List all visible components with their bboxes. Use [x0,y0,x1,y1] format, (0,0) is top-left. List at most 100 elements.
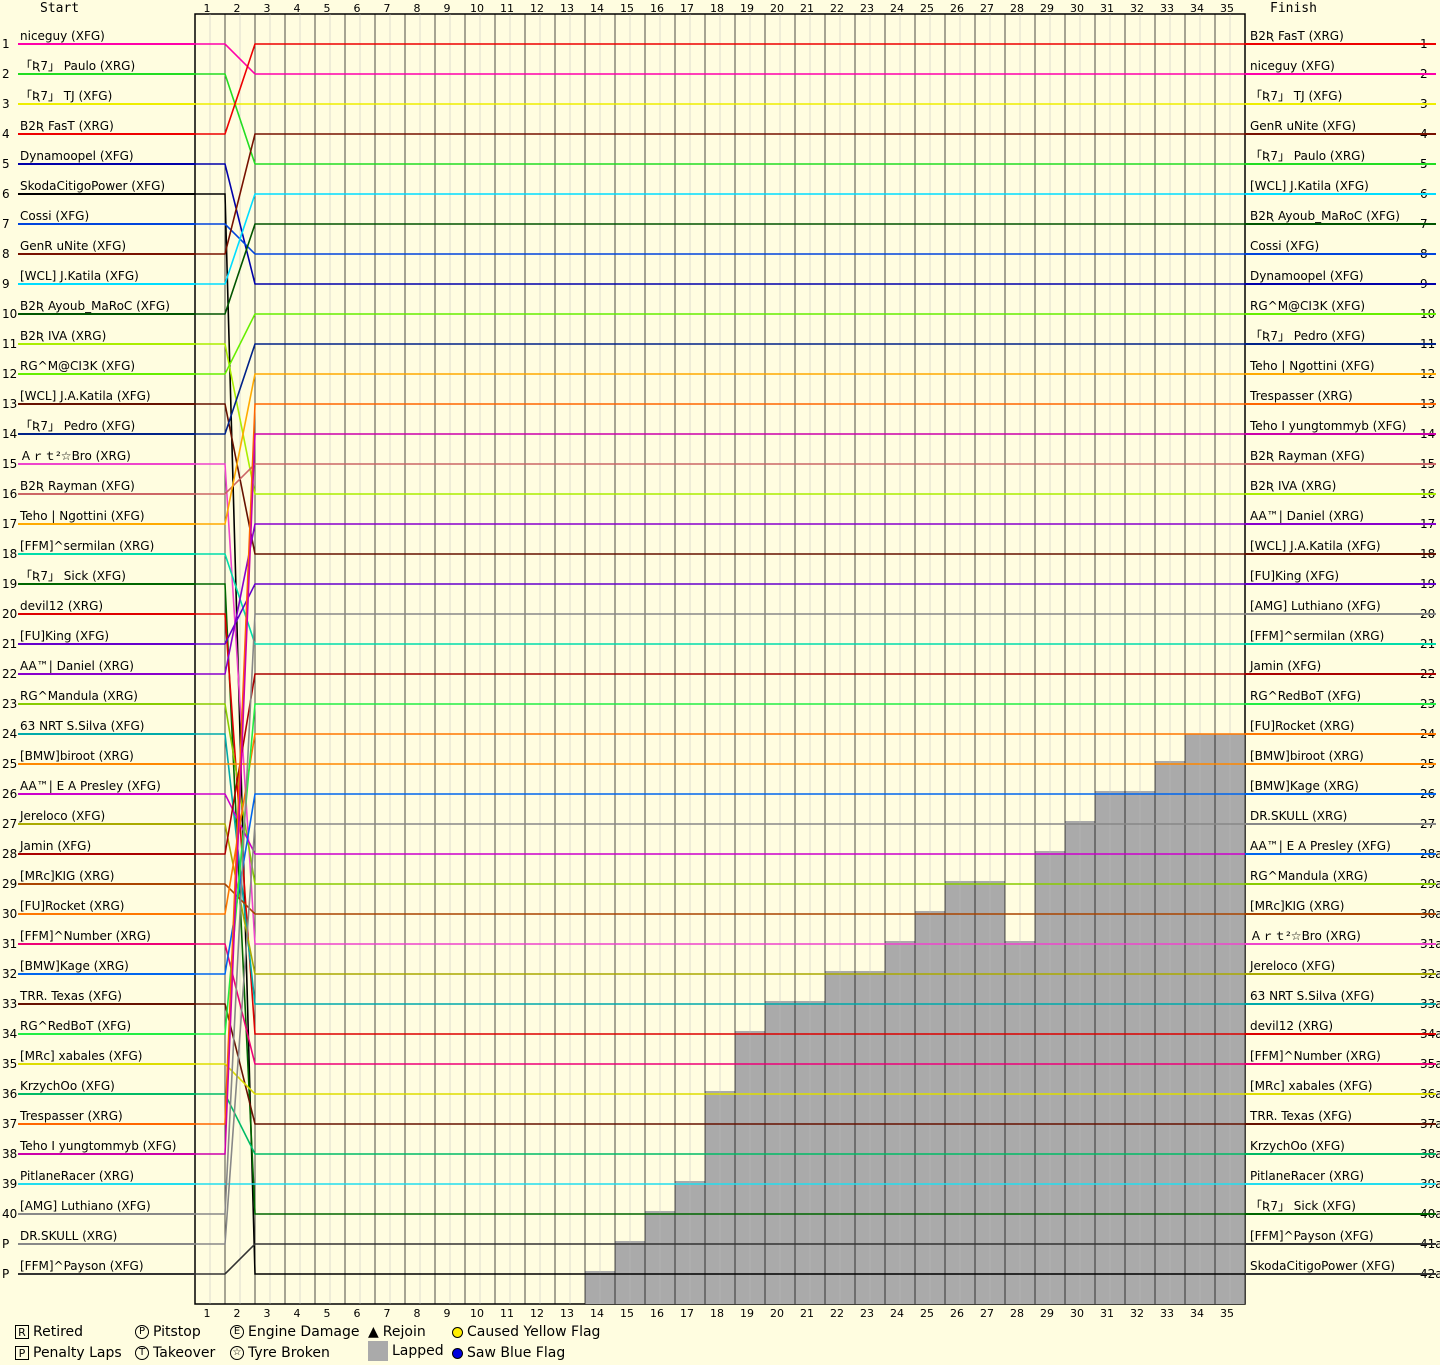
position-label-left: 9 [2,277,10,291]
legend-yellow: Caused Yellow Flag [452,1324,600,1340]
lap-label-top: 7 [384,2,391,15]
finish-driver-name: Cossi (XFG) [1250,239,1319,253]
driver-trace [195,313,1245,375]
finish-header: Finish [1270,1,1317,16]
start-driver-name: KrzychOo (XFG) [20,1079,115,1093]
start-driver-name: Ａｒｔ²☆Bro (XRG) [20,449,131,463]
lap-label-bottom: 8 [414,1307,421,1320]
lap-label-bottom: 20 [770,1307,784,1320]
lap-label-bottom: 32 [1130,1307,1144,1320]
start-driver-name: AA™| Daniel (XRG) [20,659,134,673]
start-driver-name: Teho I yungtommyb (XFG) [19,1139,176,1153]
driver-trace [195,703,1245,1035]
lap-label-bottom: 17 [680,1307,694,1320]
start-driver-name: 「Ʀ7」 Sick (XFG) [20,569,126,583]
lap-label-bottom: 33 [1160,1307,1174,1320]
legend-lapped: Lapped [368,1341,444,1361]
position-label-left: 22 [2,667,17,681]
lap-label-bottom: 9 [444,1307,451,1320]
position-label-left: 16 [2,487,17,501]
driver-trace [195,43,1245,135]
start-driver-name: [FU]King (XFG) [20,629,109,643]
lap-label-bottom: 27 [980,1307,994,1320]
pitstop-icon: P [135,1325,149,1339]
start-driver-name: [WCL] J.A.Katila (XFG) [20,389,151,403]
driver-trace [195,463,1245,945]
lap-label-top: 9 [444,2,451,15]
lap-label-bottom: 5 [324,1307,331,1320]
lap-label-top: 14 [590,2,604,15]
driver-trace [195,163,1245,285]
finish-driver-name: 「Ʀ7」 Paulo (XRG) [1250,149,1365,163]
driver-trace [195,133,1245,255]
takeover-icon: T [135,1346,149,1360]
legend-pitstop: P Pitstop [135,1324,201,1340]
position-label-left: 11 [2,337,17,351]
lap-label-top: 8 [414,2,421,15]
lap-label-top: 16 [650,2,664,15]
start-driver-name: [BMW]Kage (XRG) [20,959,129,973]
position-label-left: 37 [2,1117,17,1131]
start-driver-name: [FFM]^Number (XRG) [20,929,151,943]
start-driver-name: [FFM]^Payson (XFG) [20,1259,144,1273]
position-label-left: 13 [2,397,17,411]
lap-label-bottom: 23 [860,1307,874,1320]
lap-label-top: 6 [354,2,361,15]
legend-rejoin-label: Rejoin [382,1324,426,1340]
driver-trace [195,733,1245,915]
lap-label-bottom: 31 [1100,1307,1114,1320]
lap-label-top: 33 [1160,2,1174,15]
start-driver-name: Cossi (XFG) [20,209,89,223]
finish-driver-name: [BMW]biroot (XRG) [1250,749,1364,763]
finish-driver-name: Jereloco (XFG) [1249,959,1335,973]
lap-label-bottom: 25 [920,1307,934,1320]
lap-label-bottom: 35 [1220,1307,1234,1320]
start-driver-name: 「Ʀ7」 Paulo (XRG) [20,59,135,73]
finish-driver-name: 「Ʀ7」 Pedro (XFG) [1250,329,1365,343]
finish-driver-name: [WCL] J.Katila (XFG) [1250,179,1369,193]
lap-label-bottom: 14 [590,1307,604,1320]
start-driver-name: 「Ʀ7」 Pedro (XFG) [20,419,135,433]
driver-trace [195,463,1245,495]
position-label-left: 7 [2,217,10,231]
position-label-left: 35 [2,1057,17,1071]
finish-driver-name: RG^M@CI3K (XFG) [1250,299,1365,313]
start-driver-name: RG^RedBoT (XFG) [20,1019,131,1033]
lap-label-top: 34 [1190,2,1204,15]
lap-label-top: 22 [830,2,844,15]
start-driver-name: [FFM]^sermilan (XRG) [20,539,154,553]
finish-driver-name: Teho I yungtommyb (XFG) [1249,419,1406,433]
finish-driver-name: RG^Mandula (XRG) [1250,869,1368,883]
legend-blue: Saw Blue Flag [452,1345,565,1361]
lap-label-bottom: 26 [950,1307,964,1320]
lap-label-top: 28 [1010,2,1024,15]
start-driver-name: B2Ʀ IVA (XRG) [20,329,106,343]
driver-trace [195,1063,1245,1095]
finish-driver-name: 「Ʀ7」 Sick (XFG) [1250,1199,1356,1213]
lap-label-top: 15 [620,2,634,15]
finish-driver-name: Trespasser (XRG) [1249,389,1353,403]
position-label-left: 12 [2,367,17,381]
position-label-left: 25 [2,757,17,771]
lap-label-top: 29 [1040,2,1054,15]
position-label-left: 5 [2,157,10,171]
legend-retired-label: Retired [33,1324,84,1340]
start-driver-name: niceguy (XFG) [20,29,105,43]
finish-driver-name: B2Ʀ Ayoub_MaRoC (XFG) [1250,209,1400,223]
legend-penalty: P Penalty Laps [15,1345,122,1361]
finish-driver-name: [FU]Rocket (XRG) [1250,719,1354,733]
driver-trace [195,403,1245,1125]
position-label-left: 33 [2,997,17,1011]
legend-lapped-label: Lapped [392,1343,444,1359]
position-label-left: 1 [2,37,10,51]
start-driver-name: B2Ʀ Rayman (XFG) [20,479,135,493]
lap-label-bottom: 7 [384,1307,391,1320]
finish-driver-name: 63 NRT S.Silva (XFG) [1250,989,1374,1003]
driver-trace [195,73,1245,165]
position-label-left: 24 [2,727,17,741]
position-label-left: 34 [2,1027,17,1041]
lap-label-top: 32 [1130,2,1144,15]
start-header: Start [40,1,80,16]
driver-trace [195,193,1245,1275]
legend-pitstop-label: Pitstop [153,1324,201,1340]
